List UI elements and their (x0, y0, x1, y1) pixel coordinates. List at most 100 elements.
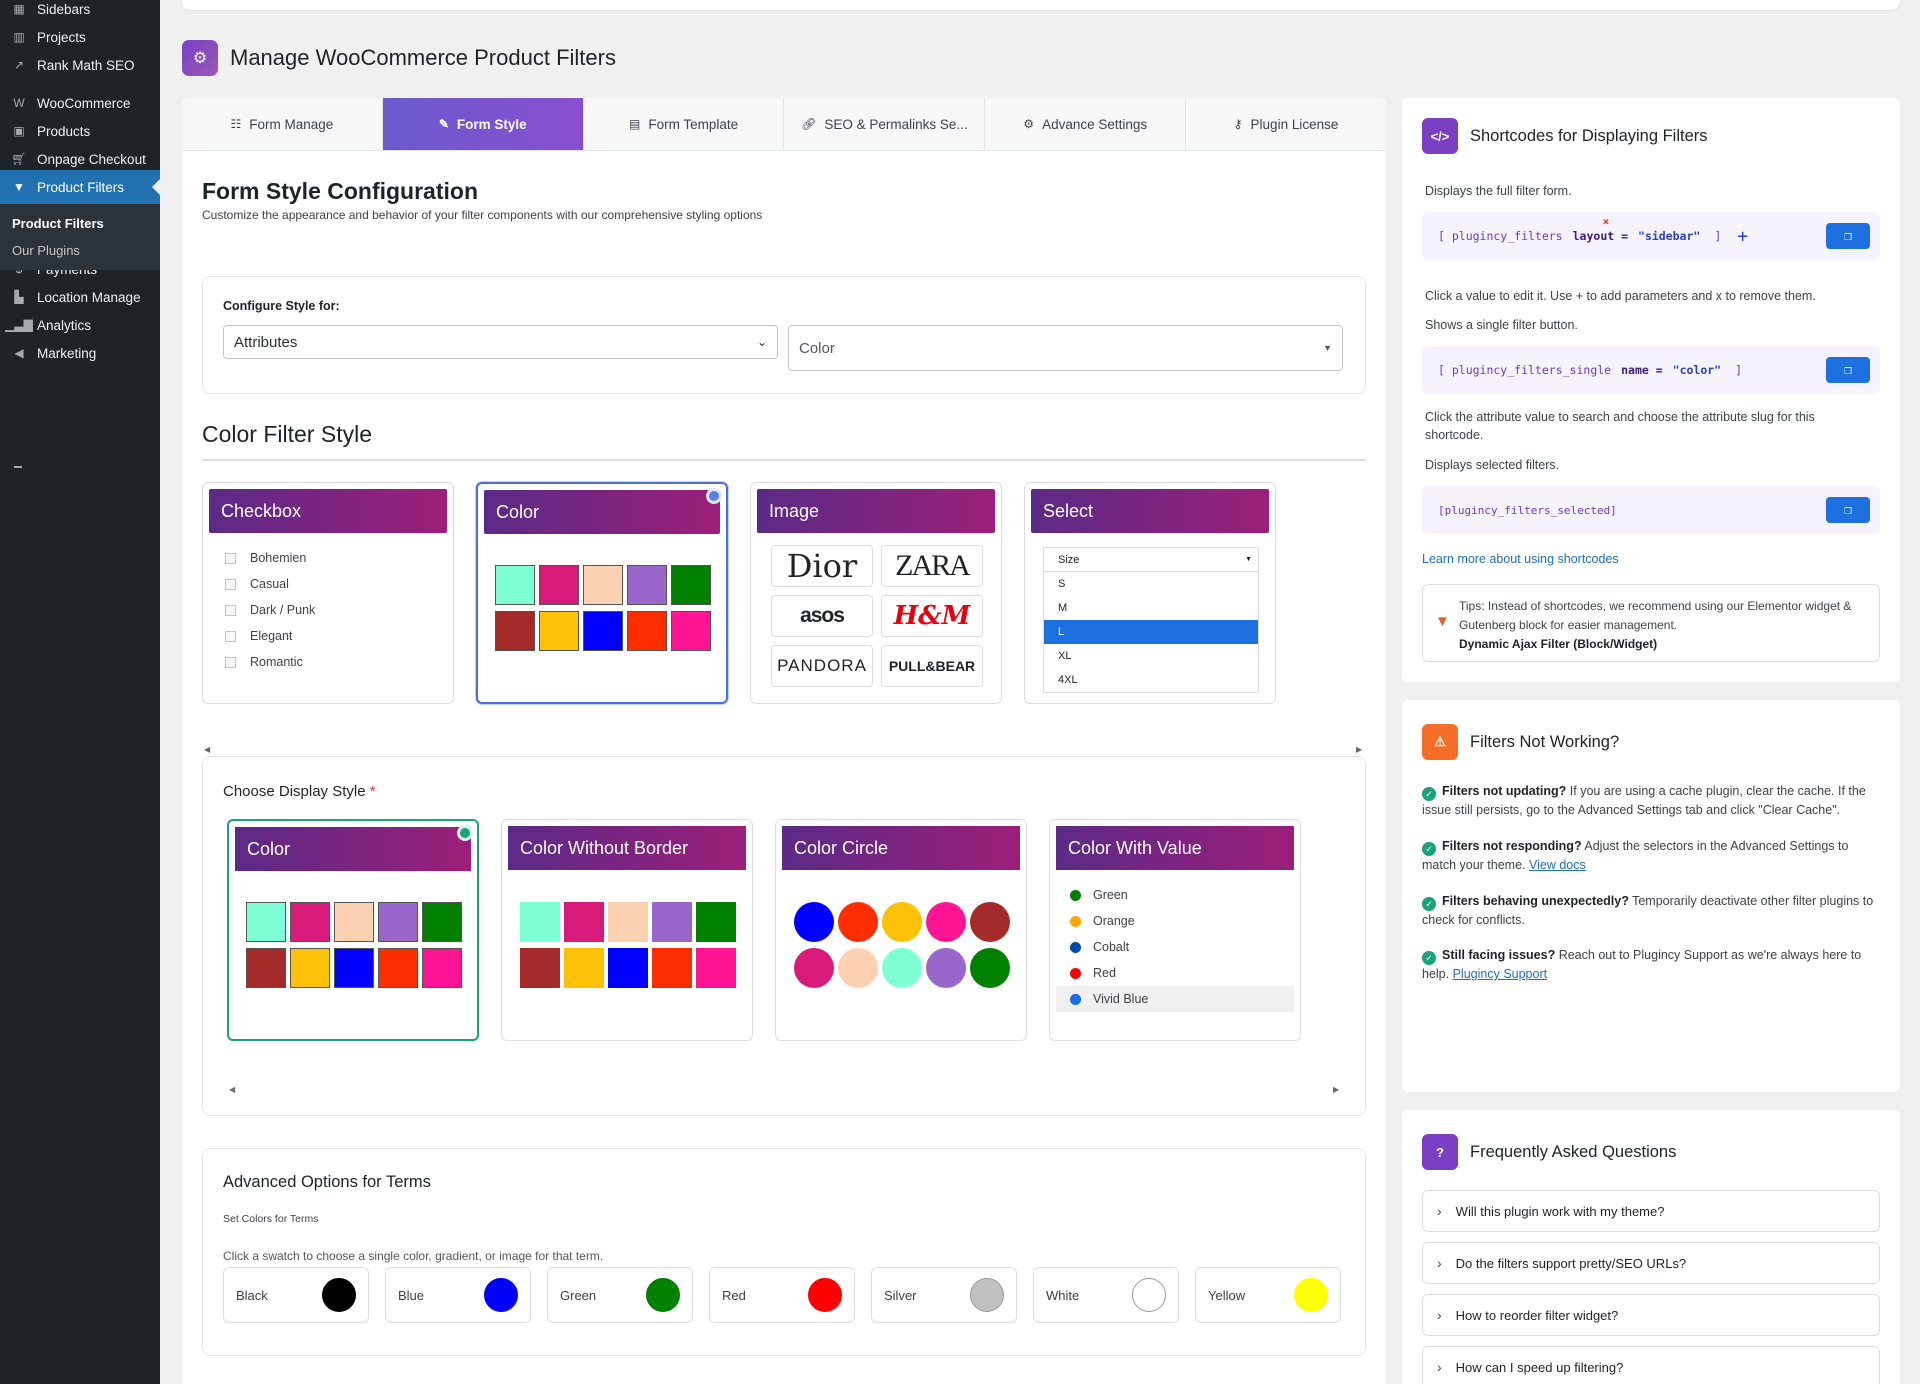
sidebar-item-analytics[interactable]: ▁▃▇ Analytics (5, 317, 92, 333)
color-circle (794, 902, 834, 942)
tab-form-template[interactable]: ▤ Form Template (584, 98, 785, 150)
term-swatch-silver[interactable]: Silver (871, 1267, 1017, 1323)
color-circle[interactable] (484, 1278, 518, 1312)
color-circle[interactable] (646, 1278, 680, 1312)
attribute-select[interactable]: Color ▼ (788, 325, 1343, 371)
tab-seo-permalinks[interactable]: 🔗︎ SEO & Permalinks Se... (784, 98, 986, 150)
submenu-item-our-plugins[interactable]: Our Plugins (12, 243, 80, 258)
style-card-checkbox[interactable]: Checkbox Bohemien Casual Dark / Punk Elegan… (202, 482, 454, 704)
filters-not-working-card: ⚠ Filters Not Working? ✓ Filters not upda… (1402, 700, 1900, 1092)
checkbox-icon (225, 656, 236, 668)
display-card-color-with-value[interactable]: Color With Value Green Orange Cobalt Red Viv… (1049, 819, 1301, 1041)
term-swatch-white[interactable]: White (1033, 1267, 1179, 1323)
help-link[interactable]: View docs (1529, 858, 1586, 872)
term-swatch-yellow[interactable]: Yellow (1195, 1267, 1341, 1323)
color-swatch (334, 948, 374, 988)
color-swatch (652, 948, 692, 988)
display-card-color-without-border[interactable]: Color Without Border (501, 819, 753, 1041)
card-header: Select (1031, 489, 1269, 533)
scroll-left-icon[interactable]: ◀ (204, 745, 211, 754)
tab-plugin-license[interactable]: ⚷ Plugin License (1233, 116, 1339, 132)
not-working-header: ⚠ Filters Not Working? (1422, 724, 1619, 760)
chart-icon: ▥ (13, 30, 25, 44)
color-circle[interactable] (1132, 1278, 1166, 1312)
style-card-image[interactable]: Image Dior ZARA asos H&M PANDORA PULL&BE… (750, 482, 1002, 704)
faq-header: ? Frequently Asked Questions (1422, 1134, 1676, 1170)
circle-grid (794, 902, 1010, 988)
copy-icon: ❐ (1844, 362, 1852, 378)
color-circle[interactable] (322, 1278, 356, 1312)
shortcode-selected-filters: [plugincy_filters_selected] ❐ (1422, 486, 1880, 534)
display-card-color[interactable]: Color (227, 819, 479, 1041)
color-filter-title: Color Filter Style (202, 421, 372, 447)
color-swatch (671, 565, 711, 605)
help-link[interactable]: Plugincy Support (1452, 967, 1548, 981)
checkbox-item: Casual (203, 571, 453, 597)
scroll-left-icon[interactable]: ◀ (229, 1085, 236, 1094)
sidebar-item-marketing[interactable]: ◀ Marketing (0, 336, 160, 370)
add-param-icon[interactable]: + (1737, 225, 1749, 247)
brand-zara-logo: ZARA (881, 545, 983, 587)
color-value-item: Orange (1056, 908, 1294, 934)
collapse-menu-icon[interactable] (14, 466, 22, 468)
tab-advance-settings[interactable]: ⚙ Advance Settings (985, 98, 1187, 150)
display-style-label: Choose Display Style * (223, 783, 376, 800)
card-header: Color Without Border (508, 826, 746, 870)
sidebar-item-rank-math-seo[interactable]: ↗ Rank Math SEO (0, 48, 160, 82)
copy-icon: ❐ (1844, 502, 1852, 518)
style-card-color[interactable]: Color (476, 482, 728, 704)
style-card-select[interactable]: Select Size ▼ S M L XL 4XL (1024, 482, 1276, 704)
submenu-item-product-filters[interactable]: Product Filters (12, 216, 104, 231)
faq-item[interactable]: › How to reorder filter widget? (1422, 1294, 1880, 1336)
tips-text: Tips: Instead of shortcodes, we recommen… (1459, 599, 1852, 651)
checkbox-item: Romantic (203, 649, 453, 675)
term-swatch-green[interactable]: Green (547, 1267, 693, 1323)
scroll-right-icon[interactable]: ▶ (1333, 1085, 1340, 1094)
sidebar-item-woocommerce[interactable]: W WooCommerce (0, 86, 160, 120)
shortcode-desc-single: Shows a single filter button. (1425, 318, 1578, 332)
shortcode-param[interactable]: layout = × (1572, 215, 1629, 243)
sidebar-item-onpage-checkout[interactable]: 🛒︎ Onpage Checkout (11, 151, 146, 167)
configure-label: Configure Style for: (223, 299, 340, 313)
copy-button[interactable]: ❐ (1826, 357, 1870, 383)
tab-form-style[interactable]: ✎ Form Style (382, 98, 584, 150)
shortcode-value[interactable]: "sidebar" (1638, 229, 1701, 243)
copy-button[interactable]: ❐ (1826, 497, 1870, 523)
faq-item[interactable]: › How can I speed up filtering? (1422, 1346, 1880, 1384)
brand-pullbear-logo: PULL&BEAR (881, 645, 983, 687)
set-colors-label: Set Colors for Terms (223, 1213, 319, 1225)
learn-more-link[interactable]: Learn more about using shortcodes (1422, 552, 1619, 566)
term-swatch-red[interactable]: Red (709, 1267, 855, 1323)
color-circle[interactable] (808, 1278, 842, 1312)
shortcode-param[interactable]: name = (1621, 363, 1663, 377)
sidebar-item-projects[interactable]: ▥ Projects (0, 20, 160, 54)
faq-item[interactable]: › Will this plugin work with my theme? (1422, 1190, 1880, 1232)
sidebar-item-sidebars[interactable]: ▦ Sidebars (0, 0, 160, 26)
term-swatch-black[interactable]: Black (223, 1267, 369, 1323)
scroll-right-icon[interactable]: ▶ (1356, 745, 1363, 754)
color-circle[interactable] (970, 1278, 1004, 1312)
tab-form-manage[interactable]: ☷ Form Manage (182, 98, 383, 150)
troubleshoot-item: ✓ Filters behaving unexpectedly? Temporar… (1422, 894, 1874, 927)
color-circle (838, 948, 878, 988)
remove-param-icon[interactable]: × (1602, 215, 1610, 228)
term-swatch-blue[interactable]: Blue (385, 1267, 531, 1323)
main-card: ☷ Form Manage ✎ Form Style ▤ Form Template … (182, 98, 1386, 1384)
sidebar-item-location-manage[interactable]: ▙ Location Manage (0, 280, 160, 314)
attribute-type-select[interactable]: Attributes ⌄ (223, 325, 778, 359)
copy-button[interactable]: ❐ (1826, 223, 1870, 249)
sidebar-item-products[interactable]: ▣ Products (0, 114, 160, 148)
shortcode-value[interactable]: "color" (1672, 363, 1722, 377)
color-value-item: Red (1056, 960, 1294, 986)
display-card-color-circle[interactable]: Color Circle (775, 819, 1027, 1041)
sidebar-item-product-filters[interactable]: ▼ Product Filters (0, 170, 160, 204)
color-swatch (495, 611, 535, 651)
size-option: M (1058, 602, 1068, 614)
color-swatch (539, 611, 579, 651)
brand-hm-logo: H&M (881, 595, 983, 637)
filter-icon: ▼ (1435, 613, 1450, 630)
color-dot-icon (1070, 915, 1081, 927)
faq-item[interactable]: › Do the filters support pretty/SEO URLs? (1422, 1242, 1880, 1284)
color-circle[interactable] (1294, 1278, 1328, 1312)
link-icon: 🔗︎ (801, 117, 817, 131)
